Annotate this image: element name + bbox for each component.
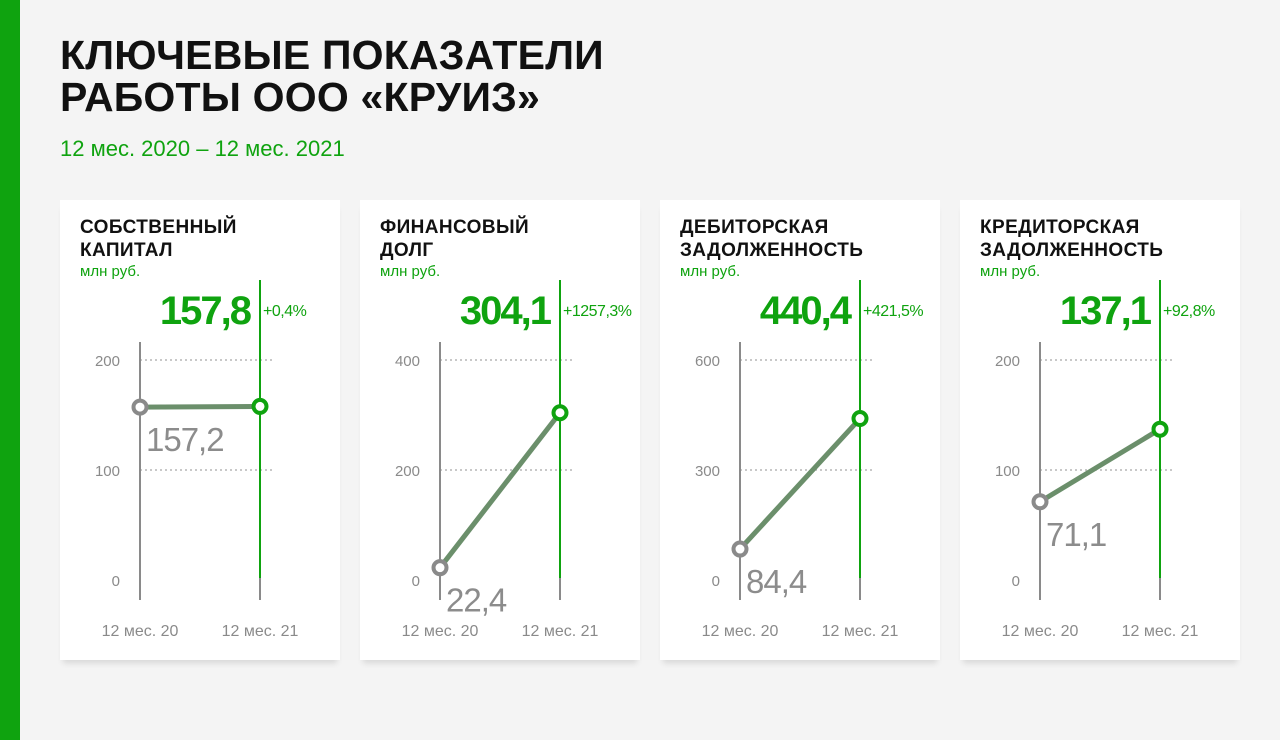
series-line	[137, 403, 263, 410]
page-subtitle: 12 мес. 2020 – 12 мес. 2021	[60, 136, 345, 161]
end-value-label: 304,1	[460, 289, 552, 333]
y-tick-label: 0	[412, 573, 420, 590]
change-percent-label: +0,4%	[263, 303, 307, 320]
end-value-label: 440,4	[760, 289, 853, 333]
y-tick-label: 300	[695, 463, 720, 480]
chart-card-payables: КРЕДИТОРСКАЯ ЗАДОЛЖЕННОСТЬ млн руб. 0 100…	[960, 200, 1240, 660]
x-tick-label: 12 мес. 21	[522, 623, 599, 640]
chart-title: КРЕДИТОРСКАЯ ЗАДОЛЖЕННОСТЬ	[980, 217, 1164, 261]
data-point-end	[551, 404, 569, 422]
x-tick-label: 12 мес. 21	[222, 623, 299, 640]
x-tick-label: 12 мес. 21	[822, 623, 899, 640]
y-tick-label: 600	[695, 353, 720, 370]
y-tick-label: 0	[112, 573, 120, 590]
x-tick-label: 12 мес. 20	[1002, 623, 1079, 640]
chart-unit: млн руб.	[380, 263, 441, 280]
y-tick-label: 0	[712, 573, 720, 590]
data-point-start	[731, 540, 749, 558]
start-value-label: 71,1	[1046, 516, 1106, 553]
series-line	[437, 410, 563, 571]
chart-unit: млн руб.	[680, 263, 741, 280]
data-point-start	[131, 398, 149, 416]
data-point-end	[851, 410, 869, 428]
data-point-end	[1151, 420, 1169, 438]
x-tick-label: 12 мес. 20	[702, 623, 779, 640]
y-tick-label: 200	[995, 353, 1020, 370]
start-value-label: 22,4	[446, 582, 507, 619]
start-value-label: 84,4	[746, 563, 807, 600]
chart-title: СОБСТВЕННЫЙ КАПИТАЛ	[80, 217, 237, 261]
chart-svg: 0 100 200 12 мес. 20 12 мес. 21 157,2 157,8 +0,…	[95, 280, 307, 640]
change-percent-label: +421,5%	[863, 303, 923, 320]
y-tick-label: 400	[395, 353, 420, 370]
y-tick-label: 0	[1012, 573, 1020, 590]
start-value-label: 157,2	[146, 421, 224, 458]
y-tick-label: 100	[95, 463, 120, 480]
chart-card-financial-debt: ФИНАНСОВЫЙ ДОЛГ млн руб. 0 200 400 12 мес. …	[360, 200, 640, 660]
x-tick-label: 12 мес. 20	[402, 623, 479, 640]
y-tick-label: 200	[95, 353, 120, 370]
chart-title: ДЕБИТОРСКАЯ ЗАДОЛЖЕННОСТЬ	[680, 217, 864, 261]
page-title: КЛЮЧЕВЫЕ ПОКАЗАТЕЛИ РАБОТЫ ООО «КРУИЗ»	[60, 32, 604, 120]
chart-svg: 0 100 200 12 мес. 20 12 мес. 21 71,1 137,1 +92,…	[995, 280, 1215, 640]
end-value-label: 137,1	[1060, 289, 1152, 333]
chart-unit: млн руб.	[980, 263, 1041, 280]
end-value-label: 157,8	[160, 289, 252, 333]
x-tick-label: 12 мес. 21	[1122, 623, 1199, 640]
data-point-start	[431, 559, 449, 577]
chart-card-receivables: ДЕБИТОРСКАЯ ЗАДОЛЖЕННОСТЬ млн руб. 0 300 6…	[660, 200, 940, 660]
y-tick-label: 200	[395, 463, 420, 480]
data-point-end	[251, 397, 269, 415]
data-point-start	[1031, 493, 1049, 511]
accent-bar	[0, 0, 20, 740]
chart-unit: млн руб.	[80, 263, 141, 280]
chart-card-equity: СОБСТВЕННЫЙ КАПИТАЛ млн руб. 0 100 200 12 м…	[60, 200, 340, 660]
x-tick-label: 12 мес. 20	[102, 623, 179, 640]
series-line	[737, 416, 863, 552]
y-tick-label: 100	[995, 463, 1020, 480]
change-percent-label: +1257,3%	[563, 303, 632, 320]
chart-svg: 0 200 400 12 мес. 20 12 мес. 21 22,4 304,1 +125…	[395, 280, 632, 640]
series-line	[1037, 426, 1163, 505]
chart-svg: 0 300 600 12 мес. 20 12 мес. 21 84,4 440,4 +421…	[695, 280, 924, 640]
chart-title: ФИНАНСОВЫЙ ДОЛГ	[380, 217, 530, 261]
change-percent-label: +92,8%	[1163, 303, 1215, 320]
